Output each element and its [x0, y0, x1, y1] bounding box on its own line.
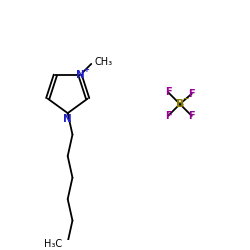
Text: F: F [165, 111, 172, 121]
Text: B: B [176, 99, 184, 109]
Text: F: F [188, 89, 195, 99]
Text: +: + [83, 67, 89, 73]
Text: F: F [165, 87, 172, 97]
Text: F: F [188, 111, 195, 121]
Text: N: N [76, 70, 84, 80]
Text: N: N [63, 114, 72, 124]
Text: CH₃: CH₃ [95, 57, 113, 67]
Text: H₃C: H₃C [44, 240, 62, 250]
Text: −: − [182, 94, 188, 103]
